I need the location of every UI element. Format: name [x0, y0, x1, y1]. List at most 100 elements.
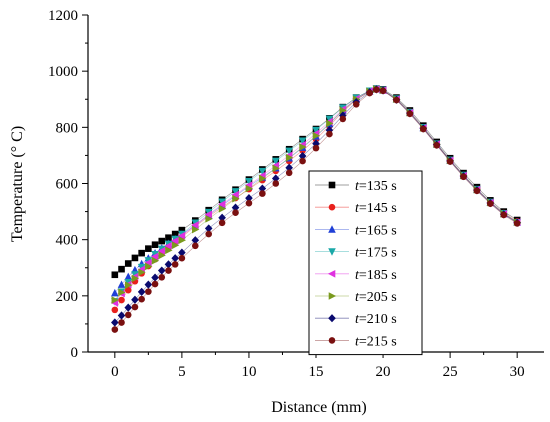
data-point	[352, 101, 360, 108]
data-point	[118, 288, 126, 297]
data-point	[285, 147, 293, 156]
data-point	[326, 130, 333, 138]
data-point	[218, 204, 227, 213]
data-point	[205, 215, 213, 223]
data-point	[165, 246, 173, 255]
data-point	[178, 254, 186, 262]
data-point	[232, 194, 240, 203]
data-point	[131, 295, 139, 304]
data-point	[245, 177, 253, 186]
data-point	[258, 167, 267, 176]
data-point	[244, 181, 253, 189]
data-point	[165, 234, 172, 242]
data-point	[285, 169, 293, 177]
data-point	[433, 142, 441, 149]
data-point	[111, 326, 119, 333]
data-point	[151, 273, 159, 282]
data-point	[151, 256, 160, 265]
data-point	[232, 209, 239, 217]
data-point	[138, 249, 145, 257]
data-point	[157, 247, 166, 255]
data-point	[312, 131, 321, 140]
data-point	[298, 137, 307, 145]
data-point	[298, 151, 307, 161]
legend-entry: t=145 s	[315, 201, 397, 216]
legend-label-value: =205 s	[359, 290, 397, 305]
data-point	[419, 125, 427, 133]
data-point	[157, 266, 166, 275]
legend-marker	[328, 314, 336, 323]
legend-marker	[327, 270, 336, 278]
legend-marker	[328, 181, 336, 189]
legend-marker	[328, 248, 336, 256]
legend-entry: t=215 s	[315, 334, 397, 349]
x-tick-label: 15	[309, 364, 324, 380]
data-point	[245, 194, 253, 203]
data-point	[137, 287, 146, 297]
data-point	[218, 213, 226, 222]
y-tick-label: 800	[56, 120, 79, 136]
legend-label: t=135 s	[355, 179, 397, 194]
y-axis-label: Temperature (° C)	[9, 126, 26, 242]
data-point	[158, 273, 166, 281]
data-point	[191, 236, 200, 245]
data-point	[272, 164, 280, 173]
data-point	[171, 241, 180, 250]
data-point	[124, 303, 133, 312]
series-7	[111, 86, 521, 333]
y-tick-label: 0	[71, 345, 79, 361]
data-point	[339, 115, 347, 123]
data-point	[205, 230, 213, 238]
data-point	[138, 295, 145, 303]
data-point	[373, 86, 380, 94]
y-tick-label: 200	[56, 289, 79, 305]
data-point	[393, 96, 400, 104]
data-point	[299, 143, 307, 151]
data-point	[204, 224, 213, 233]
data-point	[178, 226, 186, 234]
data-point	[138, 268, 146, 277]
legend-label-value: =215 s	[359, 334, 397, 349]
data-point	[460, 173, 467, 181]
legend-entry: t=210 s	[315, 312, 397, 327]
legend-label: t=175 s	[355, 246, 397, 261]
legend-label-value: =165 s	[359, 223, 397, 238]
data-point	[151, 280, 159, 288]
legend-label: t=205 s	[355, 290, 397, 305]
legend-label: t=165 s	[355, 223, 397, 238]
x-tick-label: 0	[111, 364, 119, 380]
data-point	[513, 220, 521, 227]
data-point	[231, 203, 240, 212]
data-point	[111, 296, 119, 304]
data-point	[339, 106, 347, 115]
legend-label-var: t	[355, 179, 360, 194]
legend-label-value: =175 s	[359, 246, 397, 261]
legend-label-var: t	[355, 223, 360, 238]
data-point	[171, 254, 179, 263]
plot-area	[110, 85, 522, 333]
legend-marker	[328, 292, 337, 300]
legend-label-value: =185 s	[359, 268, 397, 283]
y-tick-label: 600	[56, 177, 79, 193]
x-tick-label: 20	[376, 364, 391, 380]
data-point	[131, 303, 139, 311]
x-tick-label: 10	[241, 364, 256, 380]
legend-label-var: t	[355, 290, 360, 305]
data-point	[111, 288, 119, 297]
data-point	[111, 306, 119, 314]
data-point	[145, 245, 152, 252]
data-point	[218, 219, 226, 227]
data-point	[191, 225, 200, 234]
data-point	[124, 281, 133, 289]
legend-entry: t=165 s	[315, 223, 397, 238]
data-point	[178, 248, 186, 257]
data-point	[124, 260, 132, 267]
data-point	[326, 119, 334, 128]
data-point	[145, 288, 152, 295]
data-point	[487, 200, 494, 208]
data-point	[473, 187, 481, 195]
axes: 0 5 10 15 20 25 30 0 200 400 600 800 1000 1200	[48, 8, 544, 380]
legend-label-var: t	[355, 312, 360, 327]
data-point	[285, 153, 294, 162]
data-point	[117, 280, 126, 288]
